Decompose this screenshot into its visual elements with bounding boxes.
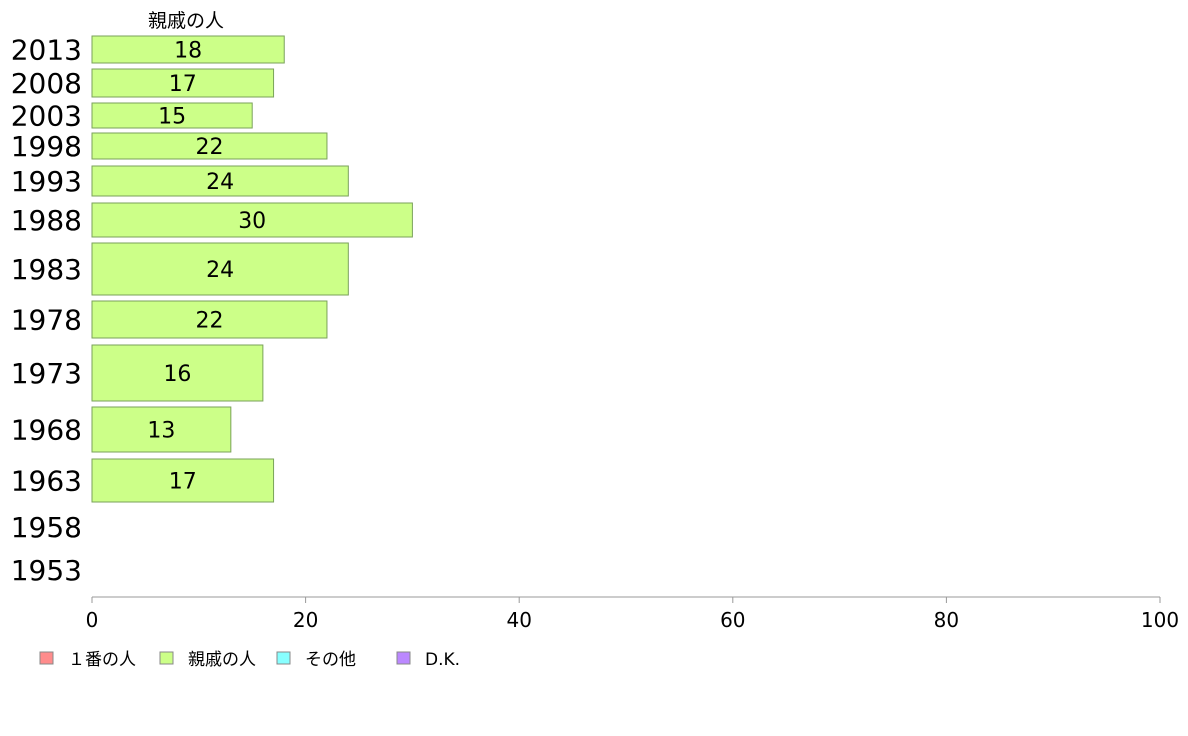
year-label: 2003	[11, 100, 82, 133]
legend-label: 親戚の人	[188, 650, 256, 670]
bar-value-label: 24	[206, 170, 234, 195]
legend-swatch	[276, 651, 291, 665]
year-label: 1968	[11, 414, 82, 447]
year-label: 2008	[11, 67, 82, 100]
series-label: 親戚の人	[148, 10, 224, 32]
year-label: 1998	[11, 130, 82, 163]
bar	[91, 458, 275, 503]
year-label: 2013	[11, 34, 82, 67]
x-tick-label: 40	[506, 608, 531, 632]
legend-label: １番の人	[68, 650, 136, 670]
bar	[91, 242, 349, 296]
bar	[91, 165, 349, 197]
bar	[91, 300, 328, 339]
year-label: 1978	[11, 304, 82, 337]
bar	[91, 68, 275, 98]
bar-value-label: 17	[169, 470, 197, 495]
legend-swatch	[159, 651, 174, 665]
bar-value-label: 22	[195, 309, 223, 334]
bar	[91, 344, 264, 402]
bar	[91, 132, 328, 160]
bar-value-label: 18	[174, 39, 202, 64]
year-label: 1983	[11, 253, 82, 286]
x-tick-label: 100	[1141, 608, 1179, 632]
bar-value-label: 17	[169, 72, 197, 97]
legend-label: D.K.	[425, 650, 460, 670]
legend-label: その他	[305, 650, 356, 670]
year-label: 1953	[11, 554, 82, 587]
bar-value-label: 16	[163, 362, 191, 387]
year-label: 1993	[11, 165, 82, 198]
x-tick-label: 0	[86, 608, 99, 632]
x-tick-label: 20	[293, 608, 318, 632]
year-label: 1958	[11, 511, 82, 544]
year-label: 1973	[11, 357, 82, 390]
x-tick-label: 60	[720, 608, 745, 632]
bar	[91, 35, 285, 64]
x-tick-label: 80	[934, 608, 959, 632]
bar-value-label: 15	[158, 105, 186, 130]
bar	[91, 406, 232, 453]
bar-value-label: 13	[147, 419, 175, 444]
legend-swatch	[396, 651, 411, 665]
legend-swatch	[39, 651, 54, 665]
bar-value-label: 24	[206, 258, 234, 283]
bar	[91, 202, 413, 238]
year-label: 1988	[11, 204, 82, 237]
bar	[91, 102, 253, 129]
bar-value-label: 30	[238, 209, 266, 234]
year-label: 1963	[11, 465, 82, 498]
bar-value-label: 22	[195, 135, 223, 160]
